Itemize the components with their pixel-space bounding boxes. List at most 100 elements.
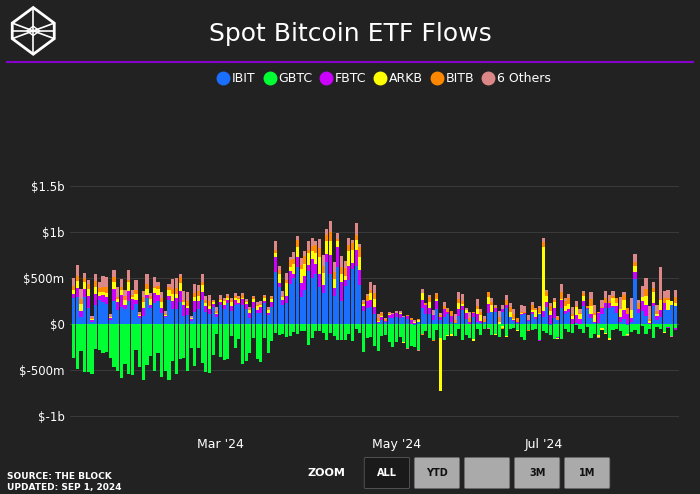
Bar	[326, 229, 328, 235]
Bar	[601, 328, 603, 329]
Bar	[351, 243, 354, 250]
Bar	[454, 314, 457, 320]
Bar	[186, 324, 189, 371]
Bar	[76, 288, 79, 297]
Bar	[134, 294, 138, 300]
Bar	[332, 279, 336, 288]
Bar	[211, 307, 215, 324]
Bar	[267, 311, 270, 313]
Bar	[542, 317, 545, 324]
Bar	[549, 324, 552, 325]
Bar	[384, 318, 387, 319]
Bar	[326, 241, 328, 254]
Bar	[582, 291, 585, 292]
Bar	[615, 313, 618, 324]
Bar	[314, 252, 317, 264]
Bar	[465, 324, 468, 335]
Bar	[450, 317, 453, 322]
Bar	[102, 287, 104, 292]
Bar	[480, 324, 482, 335]
Bar	[476, 315, 479, 323]
Bar	[447, 308, 449, 309]
Bar	[244, 304, 248, 309]
Bar	[534, 324, 538, 329]
Bar	[373, 314, 376, 324]
Bar	[670, 336, 673, 337]
Bar	[589, 292, 592, 299]
Bar	[501, 309, 505, 312]
Bar	[663, 324, 666, 332]
Bar	[303, 290, 307, 324]
Bar	[501, 327, 505, 328]
Bar	[578, 313, 582, 314]
Bar	[219, 300, 222, 302]
Bar	[252, 299, 255, 302]
Bar	[123, 309, 127, 324]
Bar	[190, 324, 193, 348]
Bar	[146, 294, 148, 298]
Bar	[146, 288, 148, 294]
Bar	[244, 301, 248, 302]
Bar	[560, 300, 564, 308]
Bar	[79, 304, 83, 311]
Bar	[204, 312, 207, 324]
Bar	[351, 250, 354, 262]
Bar	[123, 304, 127, 309]
Bar	[200, 282, 204, 285]
Bar	[72, 298, 75, 324]
Bar	[556, 324, 559, 337]
Bar	[575, 324, 577, 326]
Bar	[362, 300, 365, 302]
Bar	[659, 324, 662, 329]
Bar	[568, 304, 570, 309]
Bar	[615, 298, 618, 303]
Bar	[516, 322, 519, 324]
Bar	[263, 294, 266, 295]
Bar	[267, 309, 270, 311]
Bar	[98, 288, 101, 292]
Bar	[303, 251, 307, 256]
Bar	[329, 221, 332, 232]
Bar	[120, 289, 123, 295]
Bar	[645, 278, 648, 289]
Bar	[483, 322, 486, 324]
Bar	[318, 288, 321, 324]
Bar	[424, 324, 428, 330]
Bar	[285, 303, 288, 324]
Bar	[186, 308, 189, 315]
Bar	[321, 255, 325, 265]
Bar	[248, 313, 251, 318]
Bar	[307, 250, 310, 253]
Bar	[560, 324, 564, 339]
Bar	[505, 295, 508, 300]
Bar	[318, 324, 321, 331]
Bar	[637, 303, 640, 309]
Bar	[483, 319, 486, 322]
Bar	[108, 320, 112, 324]
Bar	[347, 238, 351, 245]
Bar	[666, 310, 670, 324]
Bar	[329, 274, 332, 324]
Bar	[626, 314, 629, 324]
Bar	[116, 287, 119, 296]
Bar	[663, 303, 666, 310]
Bar	[571, 314, 574, 316]
Bar	[146, 285, 148, 288]
Bar	[395, 311, 398, 313]
Bar	[509, 317, 512, 324]
Bar	[172, 309, 174, 324]
Bar	[278, 270, 281, 274]
Bar	[211, 324, 215, 355]
Bar	[457, 324, 461, 329]
Bar	[465, 319, 468, 324]
Text: 1M: 1M	[579, 468, 595, 478]
Bar	[300, 297, 302, 324]
Bar	[545, 302, 549, 307]
Bar	[568, 294, 570, 298]
Bar	[619, 296, 622, 309]
Bar	[659, 310, 662, 317]
Bar	[447, 309, 449, 312]
Bar	[365, 324, 369, 337]
Bar	[241, 324, 244, 364]
Bar	[384, 319, 387, 321]
